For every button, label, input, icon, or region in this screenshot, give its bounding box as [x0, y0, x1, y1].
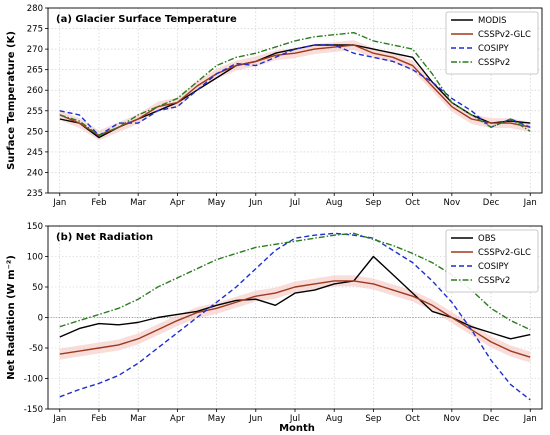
x-tick-label: Mar: [130, 414, 147, 424]
y-tick-label: 50: [32, 283, 43, 293]
y-tick-label: 280: [27, 4, 43, 14]
x-tick-label: Dec: [483, 414, 500, 424]
x-tick-label: Jun: [248, 198, 262, 208]
legend-label: OBS: [478, 234, 496, 244]
y-tick-label: 245: [27, 148, 43, 158]
x-tick-label: Jan: [523, 414, 537, 424]
x-tick-label: May: [208, 198, 226, 208]
series-line-csspv2-glc: [59, 44, 531, 137]
y-tick-label: -150: [24, 405, 43, 415]
x-tick-label: Jun: [248, 414, 262, 424]
x-tick-label: Jan: [52, 198, 66, 208]
x-axis-title: Month: [279, 423, 315, 434]
series-line-cosipy: [59, 232, 531, 401]
x-tick-label: Feb: [91, 414, 106, 424]
y-tick-label: 275: [27, 25, 43, 35]
x-tick-label: Aug: [326, 414, 343, 424]
x-tick-label: Sep: [365, 198, 381, 208]
y-axis-title: Surface Temperature (K): [6, 31, 17, 170]
x-tick-label: May: [208, 414, 226, 424]
x-tick-label: Apr: [170, 414, 185, 424]
x-tick-label: Aug: [326, 198, 343, 208]
x-tick-label: Jan: [52, 414, 66, 424]
y-tick-label: 0: [38, 314, 43, 324]
panel-net-radiation: -150 -100 -50 0 50 100 150 Jan Feb Mar Apr May Jun Ju…: [6, 222, 543, 424]
x-tick-label: Dec: [483, 198, 500, 208]
y-tick-label: 235: [27, 189, 43, 199]
y-tick-label: 150: [27, 222, 43, 232]
y-tick-label: 260: [27, 86, 43, 96]
y-tick-label: 100: [27, 253, 43, 263]
legend-label: CSSPv2-GLC: [478, 248, 531, 258]
x-tick-label: Mar: [130, 198, 147, 208]
y-tick-label: 265: [27, 66, 43, 76]
series-line-csspv2: [59, 31, 531, 137]
panel-surface-temperature: 235 240 245 250 255 260 265 270 275 280 Jan Feb Mar A…: [6, 4, 543, 208]
y-tick-label: 255: [27, 107, 43, 117]
legend: MODIS CSSPv2-GLC COSIPY CSSPv2: [445, 11, 539, 75]
legend-label: MODIS: [478, 16, 506, 26]
x-tick-label: Jul: [289, 198, 300, 208]
x-tick-label: Oct: [405, 198, 420, 208]
x-tick-label: Feb: [91, 198, 106, 208]
legend-label: COSIPY: [478, 262, 509, 272]
legend-label: CSSPv2: [478, 58, 510, 68]
x-tick-label: Oct: [405, 414, 420, 424]
y-tick-label: 250: [27, 127, 43, 137]
panel-title: (b) Net Radiation: [56, 232, 153, 243]
panel-title: (a) Glacier Surface Temperature: [56, 14, 237, 25]
y-tick-label: 240: [27, 168, 43, 178]
y-tick-label: -100: [24, 375, 43, 385]
x-tick-label: Jul: [289, 414, 300, 424]
legend-label: COSIPY: [478, 44, 509, 54]
series-line-cosipy: [59, 44, 531, 137]
legend-label: CSSPv2-GLC: [478, 30, 531, 40]
y-axis-title: Net Radiation (W m⁻²): [6, 255, 17, 380]
legend-box: [445, 11, 539, 75]
y-tick-label: 270: [27, 45, 43, 55]
x-tick-label: Nov: [444, 198, 461, 208]
legend: OBS CSSPv2-GLC COSIPY CSSPv2: [445, 229, 539, 293]
x-tick-label: Jan: [523, 198, 537, 208]
legend-label: CSSPv2: [478, 276, 510, 286]
series-line-csspv2-glc: [59, 280, 531, 358]
x-tick-label: Nov: [444, 414, 461, 424]
x-tick-label: Apr: [170, 198, 185, 208]
y-tick-label: -50: [29, 344, 43, 354]
legend-box: [445, 229, 539, 293]
x-tick-label: Sep: [365, 414, 381, 424]
uncertainty-band: [59, 275, 531, 363]
